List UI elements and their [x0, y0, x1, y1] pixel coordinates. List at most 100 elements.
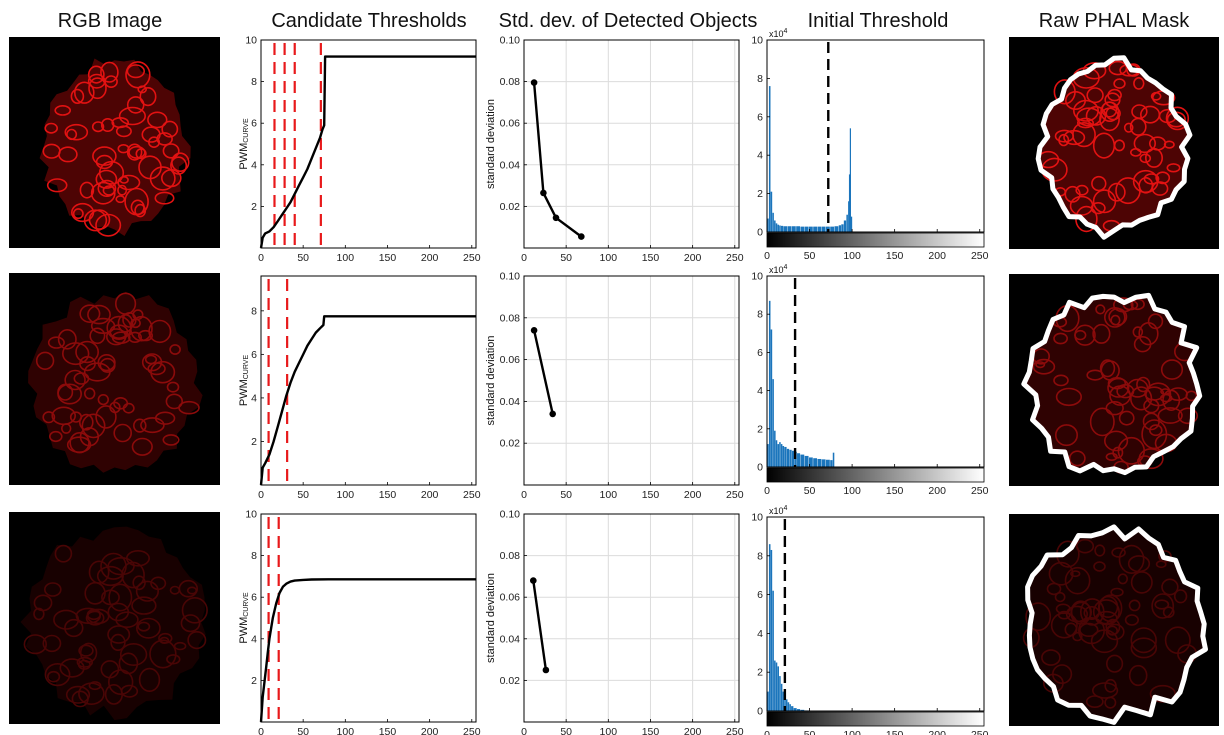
cell-structure	[161, 120, 179, 138]
cell-structure	[120, 684, 139, 698]
y-axis-label: standard deviation	[485, 99, 497, 189]
histogram-bar	[787, 226, 792, 232]
cell-structure	[128, 331, 143, 343]
cell-structure	[1158, 550, 1172, 563]
cell-structure	[126, 64, 146, 79]
y-tick-label: 2	[251, 436, 257, 448]
cell-structure	[100, 552, 127, 580]
histogram-bar	[767, 444, 769, 467]
cell-body	[20, 526, 206, 721]
cell-structure	[1032, 358, 1056, 375]
x-tick-label: 200	[684, 726, 702, 735]
cell-structure	[1131, 104, 1148, 119]
histogram-bar	[772, 212, 774, 232]
intensity-gradient-bar	[766, 467, 985, 483]
cell-structure	[126, 549, 151, 567]
cell-structure	[51, 406, 77, 426]
cell-structure	[1129, 386, 1153, 411]
y-tick-label: 6	[757, 589, 763, 601]
cell-structure	[106, 315, 132, 341]
y-axis-label: PWMCURVE	[238, 355, 250, 407]
histogram-bar	[772, 590, 774, 711]
cell-structure	[124, 187, 149, 216]
y-tick-label: 0.04	[500, 396, 521, 408]
x-tick-label: 200	[928, 250, 946, 262]
x-tick-label: 0	[258, 726, 264, 735]
cell-structure	[1177, 407, 1198, 425]
cell-structure	[1092, 132, 1116, 159]
x-tick-label: 150	[886, 485, 904, 497]
rgb-image-3	[9, 512, 220, 724]
cell-structure	[1105, 623, 1125, 641]
histogram-bar	[804, 226, 809, 233]
cell-structure	[165, 393, 184, 410]
x-tick-label: 250	[726, 489, 744, 501]
x-tick-label: 100	[600, 489, 618, 501]
cell-structure	[1092, 599, 1120, 625]
mask-outline	[1025, 524, 1208, 725]
histogram-bar	[767, 691, 769, 711]
cell-network	[35, 292, 200, 456]
data-point	[552, 214, 560, 222]
cell-structure	[128, 145, 146, 159]
cell-structure	[1051, 664, 1073, 685]
cell-structure	[1112, 446, 1124, 459]
cell-structure	[1055, 387, 1082, 407]
cell-structure	[135, 580, 159, 602]
cell-structure	[1054, 591, 1066, 603]
cell-cluster	[1022, 526, 1206, 723]
cell-structure	[126, 143, 143, 161]
y-tick-label: 2	[251, 201, 257, 213]
histogram-bar	[784, 695, 786, 711]
cell-structure	[75, 340, 100, 364]
cell-structure	[33, 594, 53, 612]
histogram-bar	[796, 226, 801, 232]
cell-structure	[1133, 77, 1145, 90]
cell-structure	[79, 181, 95, 199]
cell-body	[1027, 526, 1206, 723]
cell-structure	[1090, 629, 1119, 654]
cell-structure	[1075, 538, 1095, 554]
cell-structure	[86, 608, 110, 625]
cell-network	[1032, 297, 1198, 474]
cell-structure	[126, 96, 145, 114]
histogram-bar	[821, 226, 826, 233]
cell-structure	[107, 556, 135, 576]
cell-structure	[70, 202, 95, 223]
cell-structure	[173, 641, 187, 651]
histogram-bar	[768, 544, 771, 711]
histogram-bar	[780, 683, 783, 711]
x-tick-label: 250	[463, 252, 481, 264]
cell-structure	[1103, 430, 1129, 452]
histogram-bar	[770, 191, 773, 232]
x-tick-label: 0	[258, 252, 264, 264]
cell-structure	[86, 608, 102, 621]
x-tick-label: 200	[421, 252, 439, 264]
x-tick-label: 50	[560, 726, 572, 735]
cell-structure	[46, 670, 61, 683]
histogram-bar	[775, 440, 778, 467]
cell-structure	[178, 579, 199, 598]
cell-structure	[23, 634, 47, 655]
histogram-bar	[797, 453, 801, 467]
cell-structure	[117, 184, 128, 196]
x-tick-label: 250	[463, 489, 481, 501]
cell-structure	[53, 609, 80, 630]
cell-structure	[44, 662, 71, 687]
y-tick-label: 0.02	[500, 438, 521, 450]
x-tick-label: 250	[971, 485, 989, 497]
y-tick-label: 10	[245, 35, 257, 47]
cell-structure	[1128, 599, 1141, 612]
cell-structure	[1091, 175, 1107, 192]
chart-candidate-thresholdsrow-2: 0 50 100 150 200 250 2 4 6 8 PWMCURVE	[238, 275, 481, 501]
cell-structure	[1086, 87, 1104, 104]
cell-structure	[1116, 384, 1135, 399]
x-tick-label: 150	[379, 489, 397, 501]
y-axis-label: standard deviation	[485, 336, 497, 426]
cell-structure	[1136, 376, 1151, 393]
y-axis-label: PWMCURVE	[238, 592, 250, 644]
x-tick-label: 0	[764, 485, 770, 497]
